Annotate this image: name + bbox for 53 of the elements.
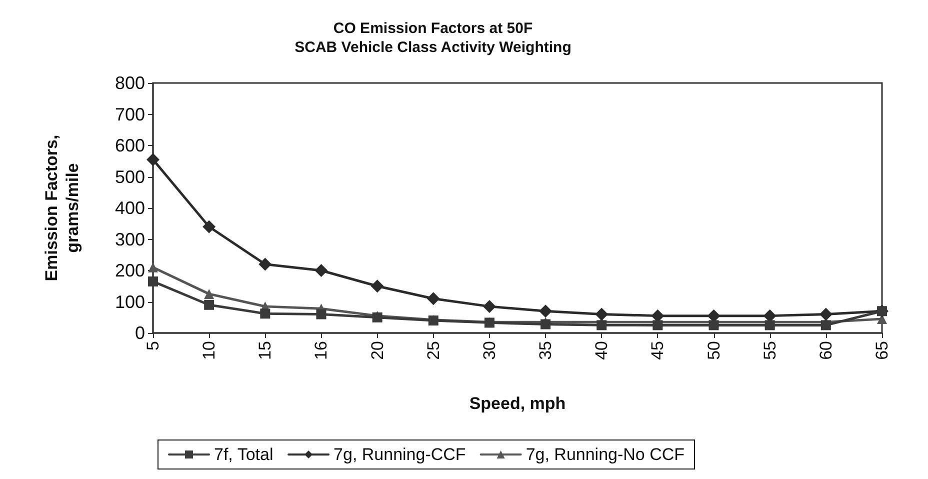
point <box>708 320 719 330</box>
x-tick-label: 5 <box>144 341 162 350</box>
legend-label: 7g, Running-No CCF <box>526 445 685 464</box>
point <box>314 264 328 277</box>
point <box>370 280 384 293</box>
point <box>651 309 664 322</box>
point <box>596 320 607 330</box>
y-axis-title: Emission Factors, grams/mile <box>42 134 82 282</box>
point <box>764 320 775 330</box>
x-tick-label: 55 <box>760 341 780 360</box>
point <box>539 304 552 318</box>
y-tick-label: 800 <box>114 73 145 93</box>
x-tick-label: 45 <box>648 341 668 360</box>
x-tick-label: 15 <box>256 341 275 360</box>
point <box>146 153 160 166</box>
point <box>820 320 831 330</box>
x-tick-label: 50 <box>704 341 724 360</box>
point <box>819 308 832 321</box>
point <box>260 308 270 319</box>
point <box>148 276 158 286</box>
x-tick-label: 30 <box>480 341 499 360</box>
y-tick-label: 200 <box>114 260 145 280</box>
point <box>482 300 496 313</box>
y-tick-label: 300 <box>114 229 145 250</box>
y-tick-label: 500 <box>114 166 145 187</box>
point <box>595 308 608 321</box>
point <box>316 309 326 320</box>
x-tick-label: 20 <box>368 341 387 360</box>
point <box>258 258 272 271</box>
y-tick-label: 700 <box>114 104 145 124</box>
point <box>202 220 216 234</box>
y-tick-label: 0 <box>134 323 145 343</box>
x-tick-label: 10 <box>200 341 219 360</box>
point <box>652 320 663 330</box>
x-tick-label: 65 <box>872 341 892 360</box>
x-tick-label: 35 <box>536 341 556 360</box>
x-tick-label: 40 <box>592 341 612 360</box>
legend-label: 7g, Running-CCF <box>334 445 466 464</box>
legend-label: 7f, Total <box>214 445 274 464</box>
y-tick-label: 400 <box>114 198 145 218</box>
chart-title: CO Emission Factors at 50F SCAB Vehicle Class Activity Weighting <box>294 20 572 56</box>
x-tick-label: 16 <box>312 341 331 360</box>
point <box>204 288 214 299</box>
point <box>148 262 158 272</box>
point <box>763 309 776 322</box>
point <box>707 309 720 322</box>
x-tick-label: 60 <box>816 341 836 360</box>
x-axis-title: Speed, mph <box>469 394 566 413</box>
y-tick-label: 100 <box>114 292 145 312</box>
point <box>204 300 214 310</box>
y-tick-label: 600 <box>114 136 145 156</box>
point <box>426 292 440 306</box>
x-tick-label: 25 <box>424 341 443 360</box>
